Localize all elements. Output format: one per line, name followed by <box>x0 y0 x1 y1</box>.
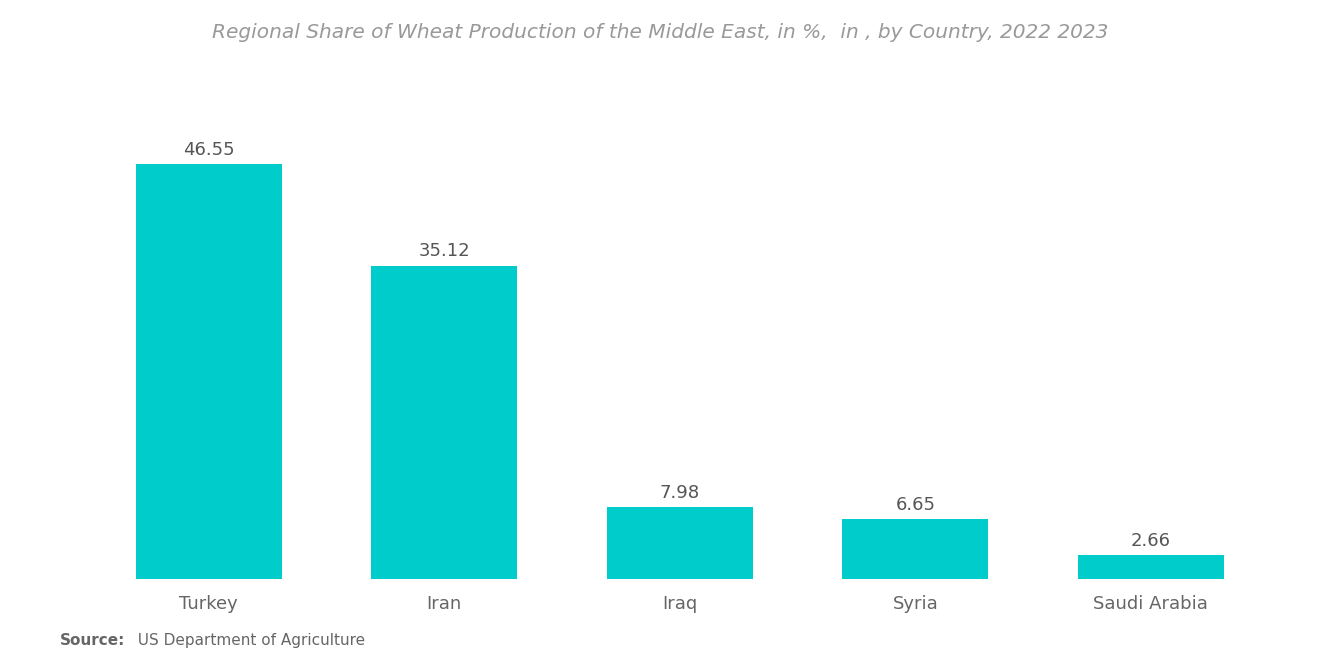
Text: Regional Share of Wheat Production of the Middle East, in %,  in , by Country, 2: Regional Share of Wheat Production of th… <box>211 23 1109 43</box>
Bar <box>136 164 281 579</box>
Bar <box>371 266 517 579</box>
Bar <box>842 519 989 579</box>
Bar <box>1078 555 1224 579</box>
Text: 7.98: 7.98 <box>660 484 700 502</box>
Bar <box>607 507 752 579</box>
Text: 6.65: 6.65 <box>895 496 936 514</box>
Text: 46.55: 46.55 <box>183 140 235 159</box>
Text: 35.12: 35.12 <box>418 243 470 261</box>
Text: Source:: Source: <box>59 633 125 648</box>
Text: 2.66: 2.66 <box>1131 531 1171 549</box>
Text: US Department of Agriculture: US Department of Agriculture <box>128 633 366 648</box>
